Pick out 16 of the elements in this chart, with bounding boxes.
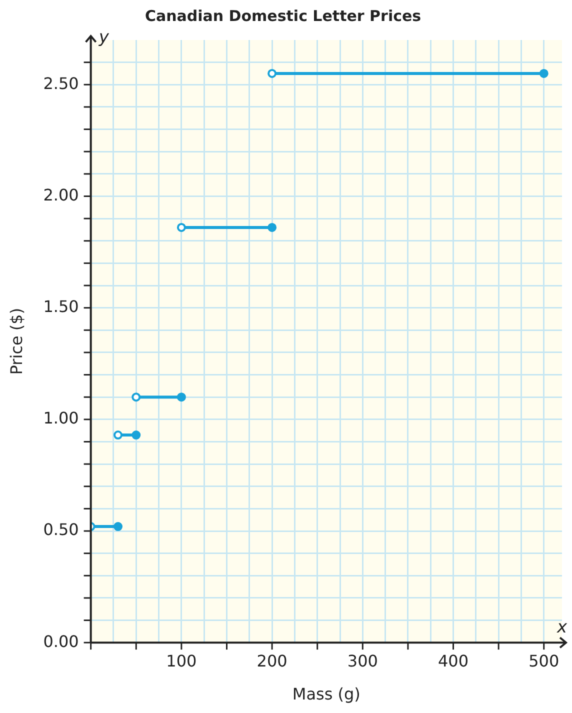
y-axis-title: Price ($) <box>6 308 26 375</box>
annotation: x <box>556 618 568 638</box>
y-tick-label: 1.00 <box>43 408 79 428</box>
y-tick-label: 1.50 <box>43 296 79 316</box>
annotation: y <box>98 27 110 48</box>
y-tick-label: 2.50 <box>43 74 79 93</box>
x-tick-label: 400 <box>438 651 469 670</box>
x-tick-label: 500 <box>528 651 560 670</box>
y-tick-label: 2.00 <box>43 185 79 204</box>
x-tick-label: 200 <box>256 651 288 670</box>
x-tick-label: 300 <box>347 651 378 670</box>
y-tick-label: 0.00 <box>43 632 79 651</box>
x-axis-title: Mass (g) <box>292 684 360 704</box>
chart-title: Canadian Domestic Letter Prices <box>144 6 422 25</box>
x-tick-label: 100 <box>166 651 197 670</box>
y-tick-label: 0.50 <box>43 520 79 540</box>
